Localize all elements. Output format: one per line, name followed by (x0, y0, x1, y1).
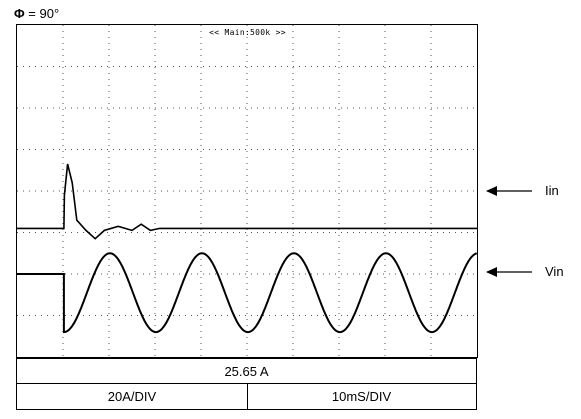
time-scale: 10mS/DIV (331, 389, 392, 404)
label-vin: Vin (545, 264, 564, 279)
trace-vin (17, 252, 478, 334)
timebase-banner: << Main:500k >> (209, 28, 286, 37)
phase-value: = 90° (24, 6, 60, 21)
phase-symbol: Φ (14, 6, 25, 21)
current-scale: 20A/DIV (17, 384, 248, 409)
scale-row: 20A/DIV 10mS/DIV (16, 383, 477, 410)
arrow-iin (486, 186, 532, 196)
trace-iin (17, 163, 477, 240)
label-iin: Iin (545, 183, 559, 198)
plot-area (16, 24, 478, 358)
phase-label: Φ = 90° (14, 6, 59, 21)
arrow-vin (486, 267, 532, 277)
measurement-readout: 25.65 A (16, 358, 477, 384)
